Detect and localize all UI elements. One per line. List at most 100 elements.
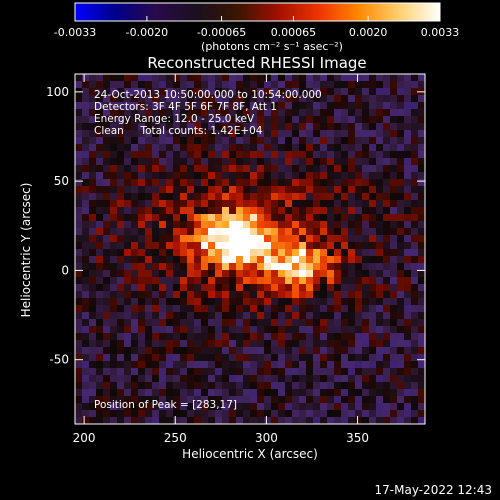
heatmap-pixel bbox=[411, 305, 419, 313]
heatmap-pixel bbox=[418, 242, 426, 250]
colorbar-tick-label: -0.0020 bbox=[126, 26, 168, 39]
heatmap-pixel bbox=[124, 410, 132, 418]
heatmap-pixel bbox=[285, 200, 293, 208]
heatmap-pixel bbox=[397, 417, 405, 425]
heatmap-pixel bbox=[145, 193, 153, 201]
heatmap-pixel bbox=[404, 410, 412, 418]
heatmap-pixel bbox=[313, 368, 321, 376]
heatmap-pixel bbox=[89, 361, 97, 369]
heatmap-pixel bbox=[327, 200, 335, 208]
heatmap-pixel bbox=[411, 298, 419, 306]
heatmap-pixel bbox=[264, 319, 272, 327]
heatmap-pixel bbox=[306, 200, 314, 208]
heatmap-pixel bbox=[327, 284, 335, 292]
heatmap-pixel bbox=[124, 130, 132, 138]
heatmap-pixel bbox=[75, 277, 83, 285]
heatmap-pixel bbox=[229, 123, 237, 131]
heatmap-pixel bbox=[390, 193, 398, 201]
heatmap-pixel bbox=[250, 179, 258, 187]
heatmap-pixel bbox=[278, 242, 286, 250]
heatmap-pixel bbox=[285, 256, 293, 264]
heatmap-pixel bbox=[250, 144, 258, 152]
y-tick-label: 100 bbox=[46, 85, 69, 99]
heatmap-pixel bbox=[215, 95, 223, 103]
heatmap-pixel bbox=[355, 375, 363, 383]
heatmap-pixel bbox=[313, 270, 321, 278]
heatmap-pixel bbox=[243, 333, 251, 341]
heatmap-pixel bbox=[292, 410, 300, 418]
heatmap-pixel bbox=[411, 249, 419, 257]
heatmap-pixel bbox=[285, 375, 293, 383]
heatmap-pixel bbox=[250, 95, 258, 103]
heatmap-pixel bbox=[362, 403, 370, 411]
heatmap-pixel bbox=[369, 137, 377, 145]
heatmap-pixel bbox=[194, 193, 202, 201]
heatmap-pixel bbox=[131, 410, 139, 418]
heatmap-pixel bbox=[369, 116, 377, 124]
heatmap-pixel bbox=[166, 403, 174, 411]
heatmap-pixel bbox=[201, 347, 209, 355]
heatmap-pixel bbox=[250, 291, 258, 299]
heatmap-pixel bbox=[271, 193, 279, 201]
heatmap-pixel bbox=[222, 172, 230, 180]
heatmap-pixel bbox=[292, 81, 300, 89]
heatmap-pixel bbox=[222, 179, 230, 187]
heatmap-pixel bbox=[320, 284, 328, 292]
heatmap-pixel bbox=[348, 214, 356, 222]
heatmap-pixel bbox=[418, 270, 426, 278]
heatmap-pixel bbox=[292, 214, 300, 222]
heatmap-pixel bbox=[362, 340, 370, 348]
heatmap-pixel bbox=[208, 389, 216, 397]
heatmap-pixel bbox=[250, 116, 258, 124]
heatmap-pixel bbox=[124, 291, 132, 299]
heatmap-pixel bbox=[194, 291, 202, 299]
heatmap-pixel bbox=[82, 214, 90, 222]
heatmap-pixel bbox=[383, 249, 391, 257]
heatmap-pixel bbox=[278, 277, 286, 285]
heatmap-pixel bbox=[355, 214, 363, 222]
heatmap-pixel bbox=[390, 172, 398, 180]
heatmap-pixel bbox=[229, 305, 237, 313]
heatmap-pixel bbox=[173, 312, 181, 320]
heatmap-pixel bbox=[341, 298, 349, 306]
heatmap-pixel bbox=[166, 172, 174, 180]
heatmap-pixel bbox=[110, 417, 118, 425]
heatmap-pixel bbox=[229, 95, 237, 103]
heatmap-pixel bbox=[327, 74, 335, 82]
heatmap-pixel bbox=[236, 228, 244, 236]
heatmap-pixel bbox=[159, 305, 167, 313]
heatmap-pixel bbox=[411, 165, 419, 173]
heatmap-pixel bbox=[222, 375, 230, 383]
heatmap-pixel bbox=[173, 361, 181, 369]
heatmap-pixel bbox=[341, 340, 349, 348]
heatmap-pixel bbox=[117, 368, 125, 376]
heatmap-pixel bbox=[278, 361, 286, 369]
heatmap-pixel bbox=[138, 172, 146, 180]
heatmap-pixel bbox=[341, 396, 349, 404]
heatmap-pixel bbox=[117, 116, 125, 124]
heatmap-pixel bbox=[159, 151, 167, 159]
heatmap-pixel bbox=[327, 137, 335, 145]
heatmap-pixel bbox=[320, 375, 328, 383]
heatmap-pixel bbox=[320, 165, 328, 173]
heatmap-pixel bbox=[145, 396, 153, 404]
heatmap-pixel bbox=[341, 109, 349, 117]
heatmap-pixel bbox=[124, 312, 132, 320]
heatmap-pixel bbox=[257, 165, 265, 173]
heatmap-pixel bbox=[383, 389, 391, 397]
heatmap-pixel bbox=[75, 165, 83, 173]
colorbar-tick-label: -0.0033 bbox=[54, 26, 96, 39]
heatmap-pixel bbox=[103, 179, 111, 187]
heatmap-pixel bbox=[173, 298, 181, 306]
heatmap-pixel bbox=[187, 361, 195, 369]
heatmap-pixel bbox=[327, 291, 335, 299]
heatmap-pixel bbox=[397, 144, 405, 152]
heatmap-pixel bbox=[397, 298, 405, 306]
heatmap-pixel bbox=[383, 102, 391, 110]
heatmap-pixel bbox=[145, 340, 153, 348]
heatmap-pixel bbox=[75, 382, 83, 390]
heatmap-pixel bbox=[362, 305, 370, 313]
heatmap-pixel bbox=[376, 298, 384, 306]
heatmap-pixel bbox=[292, 88, 300, 96]
heatmap-pixel bbox=[257, 74, 265, 82]
